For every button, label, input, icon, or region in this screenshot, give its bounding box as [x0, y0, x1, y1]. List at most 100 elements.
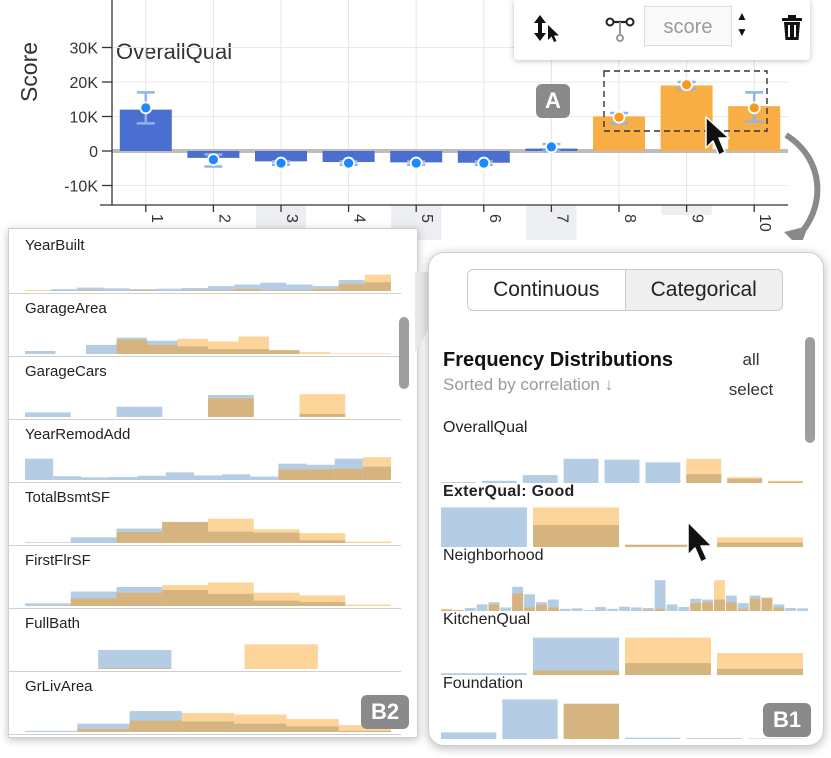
sort-arrows-icon[interactable]: [530, 12, 562, 44]
hist-bar-overlap: [181, 290, 208, 291]
hist-bar-all: [500, 607, 512, 611]
b1-histogram[interactable]: [441, 439, 811, 489]
hist-bar-all: [785, 607, 797, 611]
hist-bar-overlap: [116, 339, 147, 354]
hist-bar-overlap: [686, 474, 722, 483]
hist-bar-overlap: [129, 290, 156, 291]
toggle-continuous[interactable]: Continuous: [493, 278, 600, 301]
y-axis-label: Score: [16, 42, 42, 102]
hist-bar-overlap: [690, 603, 702, 611]
hist-bar-select: [330, 353, 361, 354]
b1-histogram[interactable]: [441, 631, 811, 681]
hist-bar-all: [604, 459, 640, 483]
b2-row[interactable]: YearRemodAdd: [9, 418, 401, 483]
b1-histogram[interactable]: [441, 503, 811, 553]
hist-bar-overlap: [208, 398, 254, 417]
hist-bar-overlap: [535, 604, 547, 611]
hist-bar-overlap: [253, 532, 300, 543]
b2-row[interactable]: GarageArea: [9, 292, 401, 357]
hist-bar-select: [717, 537, 803, 547]
b2-row-label: GarageArea: [25, 300, 107, 317]
trash-icon[interactable]: [776, 12, 808, 44]
hist-bar-all: [234, 284, 261, 291]
hist-bar-overlap: [441, 609, 452, 611]
hist-bar-all: [625, 737, 681, 739]
panel-b1-frequency: Continuous Categorical Frequency Distrib…: [428, 252, 824, 746]
hist-bar-all: [481, 480, 517, 483]
score-input[interactable]: score: [644, 6, 732, 46]
hist-bar-all: [116, 406, 163, 417]
b2-row-label: FirstFlrSF: [25, 552, 91, 569]
pin-line-icon[interactable]: [604, 12, 636, 44]
y-tick-label: 0: [89, 144, 98, 161]
hist-bar-overlap: [533, 525, 619, 547]
b1-histogram[interactable]: [441, 695, 811, 745]
hist-bar-all: [208, 286, 235, 291]
hist-bar-all: [441, 482, 476, 483]
hist-bar-all: [559, 608, 571, 611]
b2-row[interactable]: TotalBsmtSF: [9, 481, 401, 546]
type-toggle[interactable]: Continuous Categorical: [467, 269, 783, 311]
hist-bar-overlap: [147, 344, 178, 354]
bar-9[interactable]: [660, 85, 713, 151]
drill-down-arrow: [784, 132, 821, 240]
b2-row[interactable]: GarageCars: [9, 355, 401, 420]
mouse-cursor-icon: [705, 116, 730, 156]
hist-bar-all: [51, 289, 78, 291]
bar-3[interactable]: [255, 151, 307, 162]
stepper-down-icon[interactable]: ▼: [736, 25, 748, 39]
hist-bar-select: [25, 289, 52, 291]
hist-bar-overlap: [702, 602, 714, 611]
toggle-categorical[interactable]: Categorical: [624, 270, 782, 310]
mean-point: [409, 156, 423, 170]
brush-selection[interactable]: [603, 70, 768, 132]
hist-bar-all: [25, 730, 78, 732]
hist-bar-select: [299, 595, 346, 606]
hist-bar-all: [77, 723, 130, 732]
b1-row-label: OverallQual: [443, 419, 528, 436]
b1-row-label: ExterQual: Good: [443, 483, 575, 500]
b2-row-label: FullBath: [25, 615, 81, 632]
hist-bar-all: [181, 287, 208, 291]
x-tick-label: 1: [148, 214, 165, 223]
b2-row[interactable]: GrLivArea: [9, 670, 401, 735]
hist-bar-all: [77, 287, 104, 291]
mean-point: [139, 101, 153, 115]
frequency-title: Frequency Distributions: [443, 349, 674, 371]
label-b2: B2: [361, 695, 409, 729]
hist-bar-overlap: [533, 670, 619, 675]
hist-bar-all: [25, 542, 71, 543]
hist-bar-overlap: [278, 469, 307, 480]
frequency-subtitle: Sorted by correlation ↓: [443, 375, 614, 394]
hist-bar-all: [547, 599, 559, 611]
b2-histogram: [25, 711, 391, 732]
hist-bar-all: [607, 608, 619, 611]
y-tick-label: 30K: [70, 41, 99, 58]
b2-row[interactable]: FirstFlrSF: [9, 544, 401, 609]
x-tick-label: 7: [553, 214, 570, 223]
hist-bar-overlap: [299, 540, 346, 543]
b2-row[interactable]: YearBuilt: [9, 229, 401, 294]
b2-histogram: [25, 518, 391, 543]
hist-bar-all: [797, 608, 808, 611]
b2-row[interactable]: FullBath: [9, 607, 401, 672]
hist-bar-overlap: [642, 610, 654, 611]
hist-bar-all: [25, 458, 54, 480]
b2-scrollbar[interactable]: [399, 317, 409, 389]
hist-bar-overlap: [725, 602, 737, 611]
stepper-up-icon[interactable]: ▲: [736, 9, 748, 23]
b2-row-label: TotalBsmtSF: [25, 489, 111, 506]
b1-histogram[interactable]: [441, 567, 811, 617]
hist-bar-overlap: [70, 598, 117, 606]
hist-bar-all: [53, 476, 82, 480]
bar-4[interactable]: [322, 151, 375, 163]
score-stepper[interactable]: ▲ ▼: [736, 8, 748, 44]
mean-point: [206, 153, 220, 167]
hist-bar-overlap: [773, 607, 785, 611]
b1-scrollbar[interactable]: [805, 337, 815, 443]
hist-bar-overlap: [238, 349, 269, 354]
b2-histogram: [25, 336, 391, 354]
x-tick-label: 10: [756, 214, 773, 232]
hist-bar-all: [737, 603, 749, 611]
hist-bar-overlap: [714, 599, 725, 611]
